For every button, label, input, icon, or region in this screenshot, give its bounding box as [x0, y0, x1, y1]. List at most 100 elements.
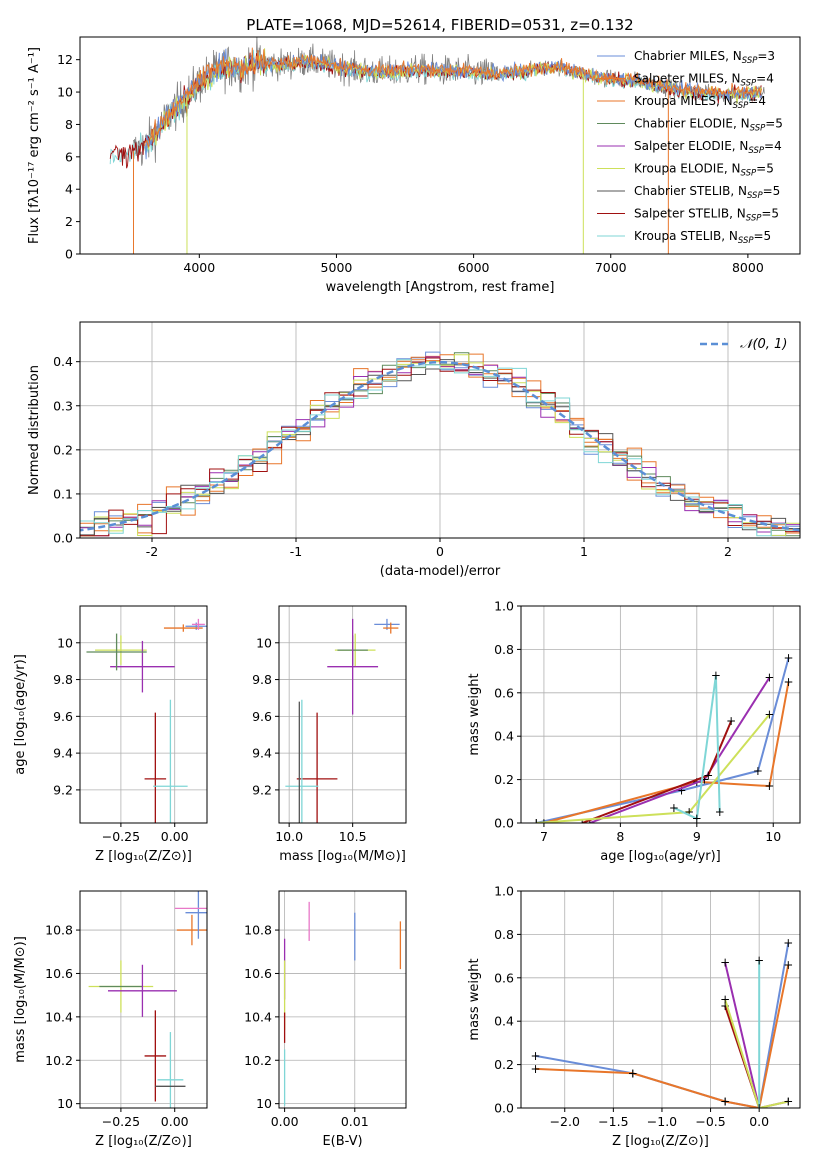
weight-marker: +	[726, 714, 736, 728]
y-tick-label: 9.6	[53, 709, 73, 724]
axes-frame	[79, 605, 208, 824]
y-tick-label: 9.6	[252, 709, 272, 724]
y-tick-label: 9.4	[53, 746, 73, 761]
model-spectrum-salp_miles	[144, 47, 763, 149]
y-tick-label: 0.1	[53, 486, 73, 501]
weight-marker: +	[783, 958, 793, 972]
weight-marker: +	[720, 999, 730, 1013]
y-tick-label: 0.3	[53, 398, 73, 413]
axes-frame	[278, 605, 407, 824]
x-tick-label: −1.0	[647, 1114, 677, 1129]
y-axis-label: mass weight	[467, 673, 482, 755]
weight-marker: +	[783, 1094, 793, 1108]
x-axis-label: E(B-V)	[322, 1134, 362, 1149]
weight-marker: +	[699, 773, 709, 787]
overlay: -2 -1 0 1 2 0.0 0.1 0.2 0.3 0.4 (data-model)/error…	[27, 321, 801, 579]
y-tick-label: 10.2	[244, 1053, 272, 1068]
y-tick-label: 9.8	[252, 672, 272, 687]
metallicity-mass-axes: −0.25 0.00 10 10.2 10.4 10.6 10.8 Z [log₁₀(Z/Z⊙…	[13, 890, 208, 1149]
weight-marker: +	[703, 768, 713, 782]
y-tick-label: 10.8	[45, 923, 73, 938]
y-tick-label: 0.6	[494, 970, 514, 985]
svg-text:PLATE=1068, MJD=52614, FIBERID: PLATE=1068, MJD=52614, FIBERID=0531, z=0…	[246, 16, 633, 34]
y-tick-label: 0.4	[494, 1014, 514, 1029]
y-tick-label: 10.4	[45, 1009, 73, 1024]
spectrum-axes: 4000 5000 6000 7000 8000 0 2 4 6 8 10 12 wavelength …	[27, 36, 801, 295]
y-tick-label: 0.2	[53, 442, 73, 457]
x-tick-label: 0.00	[271, 1114, 299, 1129]
y-tick-label: 1.0	[494, 599, 514, 614]
x-axis-label: Z [log₁₀(Z/Z⊙)]	[612, 1134, 709, 1149]
y-tick-label: 1.0	[494, 884, 514, 899]
weight-marker: +	[754, 1101, 764, 1115]
weight-marker: +	[783, 936, 793, 950]
x-tick-label: -1	[290, 544, 302, 559]
grid	[521, 605, 800, 824]
legend-entry: Salpeter STELIB, NSSP=5	[634, 207, 779, 224]
y-tick-label: 2	[65, 214, 73, 229]
legend-entry: Chabrier STELIB, NSSP=5	[634, 184, 780, 201]
y-tick-label: 6	[65, 149, 73, 164]
weight-marker: +	[531, 1049, 541, 1063]
y-tick-label: 10.6	[45, 966, 73, 981]
x-tick-label: 0.0	[749, 1114, 769, 1129]
x-tick-label: −2.0	[550, 1114, 580, 1129]
y-axis-label: Flux [fλ10⁻¹⁷ erg cm⁻² s⁻¹ A⁻¹]	[27, 47, 42, 244]
overlay: −0.25 0.00 10 10.2 10.4 10.6 10.8 Z [log₁₀(Z/Z⊙…	[13, 890, 208, 1149]
weight-marker: +	[715, 805, 725, 819]
weight-marker: +	[531, 816, 541, 830]
weight-marker: +	[692, 812, 702, 826]
overlay: 0.00 0.01 10 10.2 10.4 10.6 10.8 E(B-V)	[244, 890, 407, 1149]
weight-marker: +	[783, 1094, 793, 1108]
y-tick-label: 10	[57, 1096, 73, 1111]
y-tick-label: 0.6	[494, 685, 514, 700]
weight-line-salp_miles	[543, 681, 790, 823]
y-tick-label: 0.4	[53, 354, 73, 369]
y-tick-label: 10	[256, 635, 272, 650]
x-axis-label: (data-model)/error	[380, 564, 501, 579]
overlay: 10.0 10.5 9.2 9.4 9.6 9.8 10 mass [log₁₀(M/M⊙)]	[252, 605, 407, 864]
weight-marker: +	[531, 816, 541, 830]
plot-area	[283, 901, 402, 1106]
x-tick-label: −0.25	[102, 1114, 140, 1129]
y-tick-label: 8	[65, 117, 73, 132]
grid	[279, 606, 406, 823]
weight-marker: +	[784, 651, 794, 665]
weight-marker: +	[684, 805, 694, 819]
legend-entry: Kroupa STELIB, NSSP=5	[634, 229, 771, 246]
extinction-mass-axes: 0.00 0.01 10 10.2 10.4 10.6 10.8 E(B-V)	[244, 890, 407, 1149]
y-tick-label: 10	[256, 1096, 272, 1111]
plot-area	[88, 891, 207, 1108]
overlay: −2.0 −1.5 −1.0 −0.5 0.0 0.0 0.2 0.4 0.6 0.8 1.0 Z […	[467, 884, 801, 1149]
y-axis-label: Normed distribution	[27, 365, 42, 495]
plot-area: ++++++ +++++++++++++++	[531, 651, 794, 830]
y-tick-label: 10	[57, 85, 73, 100]
y-tick-label: 9.4	[252, 746, 272, 761]
x-tick-label: 10.0	[275, 829, 303, 844]
x-tick-label: 5000	[321, 260, 353, 275]
weight-line-chab_miles	[536, 657, 790, 823]
x-tick-label: 8000	[732, 260, 764, 275]
legend-entry: 𝒩(0, 1)	[740, 337, 787, 352]
legend-entry: Salpeter MILES, NSSP=4	[634, 72, 774, 89]
y-axis-label: mass weight	[467, 958, 482, 1040]
axes-frame	[520, 890, 801, 1109]
y-tick-label: 0.0	[494, 816, 514, 831]
y-tick-label: 10.6	[244, 966, 272, 981]
weight-line-krou_elodie	[536, 713, 771, 823]
legend-entry: Kroupa ELODIE, NSSP=5	[634, 162, 774, 179]
weight-marker: +	[753, 764, 763, 778]
y-tick-label: 0.4	[494, 729, 514, 744]
axes-frame	[79, 890, 208, 1109]
histogram-axes: -2 -1 0 1 2 0.0 0.1 0.2 0.3 0.4 (data-model)/error…	[27, 321, 801, 579]
axes-frame	[278, 890, 407, 1109]
metallicity-weight-axes: +++ +++ ++ ++++ +++++ +++−2.0 −1.5 −1.0 −0.5 0.0 0…	[467, 884, 801, 1149]
x-tick-label: 1	[580, 544, 588, 559]
weight-marker: +	[711, 668, 721, 682]
plot-area: +++ +++ ++ ++++ +++++ +++	[531, 936, 793, 1115]
y-axis-label: mass [log₁₀(M/M⊙)]	[13, 936, 28, 1063]
plot-area	[80, 351, 800, 537]
y-tick-label: 0.2	[494, 772, 514, 787]
weight-marker: +	[669, 801, 679, 815]
